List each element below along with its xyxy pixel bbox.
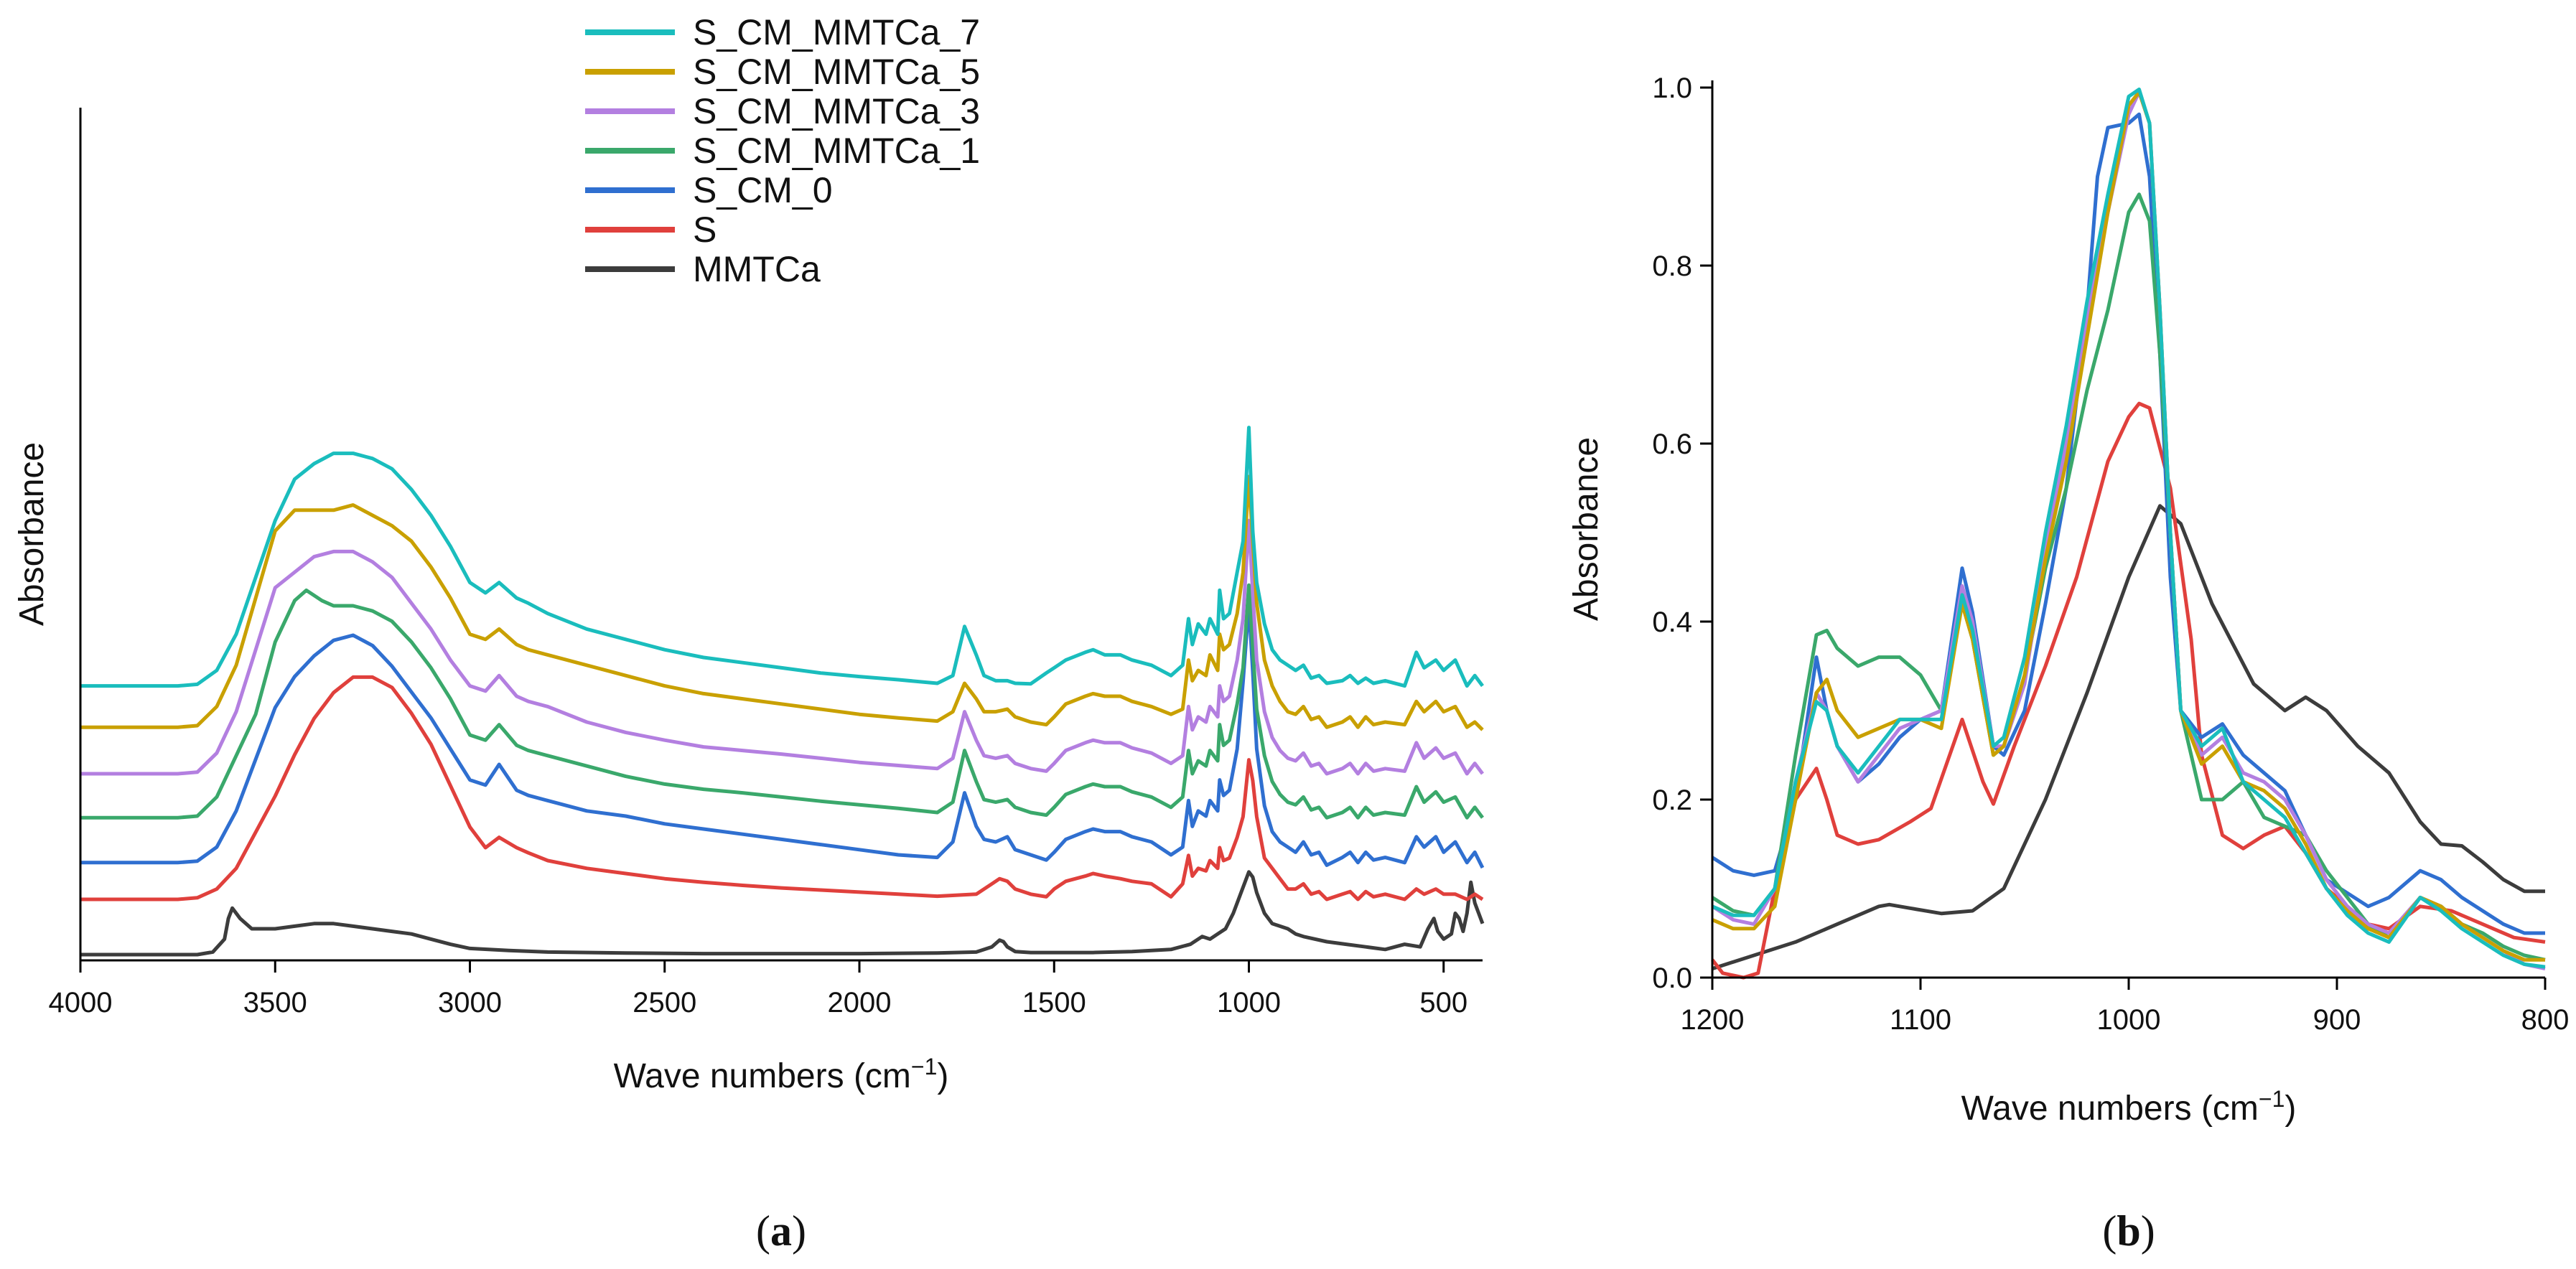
panel-b-x-tick-label: 1200: [1681, 1004, 1745, 1036]
legend-label-s-cm-mmtca-5: S_CM_MMTCa_5: [693, 52, 980, 92]
panel-a-series-line-s: [80, 675, 1484, 902]
panel-a-x-ticks: 4000 3500 3000 2500 2000 1500 1000 500: [49, 960, 1467, 1019]
panel-b-y-ticks: 0.0 0.2 0.4 0.6 0.8 1.0: [1652, 72, 1712, 994]
panel-a-x-tick-label: 2000: [828, 987, 892, 1019]
panel-a-x-axis-title-sup: −1: [911, 1054, 937, 1080]
panel-a-x-tick-label: 4000: [49, 987, 113, 1019]
panel-a-chart: 4000 3500 3000 2500 2000 1500 1000 500 S_CM_MMT…: [13, 12, 1485, 1255]
legend-label-s-cm-mmtca-3: S_CM_MMTCa_3: [693, 91, 980, 131]
panel-b-x-axis-title-sup: −1: [2259, 1086, 2285, 1112]
panel-a-series-group: [80, 426, 1485, 957]
panel-a-label-open: (: [756, 1207, 770, 1255]
panel-a-label-letter: a: [770, 1207, 792, 1255]
panel-a-series-line-mmtca: [80, 870, 1485, 957]
panel-b-x-axis-title: Wave numbers (cm−1): [1961, 1086, 2297, 1128]
panel-b-y-tick-label: 0.8: [1652, 250, 1692, 282]
panel-a-x-tick-label: 500: [1419, 987, 1467, 1019]
panel-a-x-tick-label: 2500: [633, 987, 696, 1019]
legend-label-s: S: [693, 210, 717, 250]
panel-a-label: (a): [756, 1207, 806, 1255]
panel-b-label: (b): [2102, 1207, 2155, 1255]
panel-b-series-line-s-cm-mmtca-7: [1712, 88, 2546, 969]
panel-b-series-group: [1711, 88, 2546, 980]
panel-b-x-axis-title-close: ): [2285, 1090, 2296, 1128]
panel-a-legend: S_CM_MMTCa_7S_CM_MMTCa_5S_CM_MMTCa_3S_CM…: [585, 12, 980, 289]
panel-a-x-tick-label: 3500: [243, 987, 307, 1019]
panel-b-y-tick-label: 1.0: [1652, 72, 1692, 104]
panel-a-y-axis-title: Absorbance: [13, 442, 51, 626]
legend-label-s-cm-mmtca-7: S_CM_MMTCa_7: [693, 12, 980, 52]
panel-a-x-axis-title-close: ): [937, 1057, 948, 1095]
legend-label-s-cm-0: S_CM_0: [693, 170, 833, 210]
panel-b-label-close: ): [2141, 1207, 2155, 1255]
panel-a-series-line-s-cm-mmtca-5: [80, 474, 1484, 731]
panel-b-x-tick-label: 900: [2313, 1004, 2361, 1036]
panel-a-x-tick-label: 3000: [438, 987, 502, 1019]
panel-b-y-tick-label: 0.6: [1652, 429, 1692, 460]
panel-b-y-tick-label: 0.0: [1652, 963, 1692, 994]
panel-a-x-tick-label: 1000: [1217, 987, 1281, 1019]
panel-a-x-axis-title-main: Wave numbers (cm: [614, 1057, 911, 1095]
panel-a-x-tick-label: 1500: [1022, 987, 1086, 1019]
panel-a-series-line-s-cm-0: [80, 602, 1485, 869]
panel-b-label-letter: b: [2117, 1207, 2140, 1255]
panel-b-x-axis-title-main: Wave numbers (cm: [1961, 1090, 2259, 1128]
panel-a-series-line-s-cm-mmtca-3: [80, 518, 1484, 776]
legend-label-s-cm-mmtca-1: S_CM_MMTCa_1: [693, 131, 980, 171]
panel-b-series-line-s-cm-mmtca-5: [1712, 90, 2545, 962]
panel-b-y-tick-label: 0.2: [1652, 785, 1692, 816]
panel-b-x-tick-label: 1100: [1890, 1004, 1951, 1036]
panel-b-chart: 1200 1100 1000 900 800 0.0 0.2 0.4 0.6 0.8 1.0 Ab…: [1567, 72, 2569, 1255]
panel-b-x-tick-label: 1000: [2097, 1004, 2161, 1036]
panel-b-y-tick-label: 0.4: [1652, 607, 1692, 638]
panel-a-series-line-s-cm-mmtca-7: [80, 426, 1484, 688]
legend-label-mmtca: MMTCa: [693, 249, 821, 289]
panel-b-y-axis-title: Absorbance: [1567, 437, 1605, 621]
panel-a-series-line-s-cm-mmtca-1: [80, 583, 1484, 820]
panel-b-x-tick-label: 800: [2521, 1004, 2570, 1036]
panel-b-series-line-mmtca: [1712, 504, 2545, 970]
panel-b-label-open: (: [2102, 1207, 2117, 1255]
panel-b-x-ticks: 1200 1100 1000 900 800: [1681, 978, 2570, 1036]
panel-a-x-axis-title: Wave numbers (cm−1): [614, 1054, 949, 1095]
panel-a-label-close: ): [792, 1207, 806, 1255]
